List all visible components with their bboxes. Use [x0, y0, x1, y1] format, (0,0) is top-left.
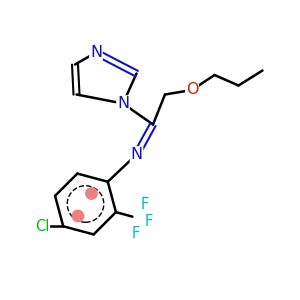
Text: N: N	[117, 96, 129, 111]
Text: N: N	[130, 147, 142, 162]
Text: F: F	[141, 196, 149, 211]
Text: Cl: Cl	[35, 219, 50, 234]
Text: O: O	[186, 82, 198, 98]
Text: F: F	[145, 214, 153, 229]
Text: N: N	[90, 45, 102, 60]
Circle shape	[86, 188, 97, 199]
Circle shape	[72, 210, 84, 222]
Text: F: F	[131, 226, 140, 241]
